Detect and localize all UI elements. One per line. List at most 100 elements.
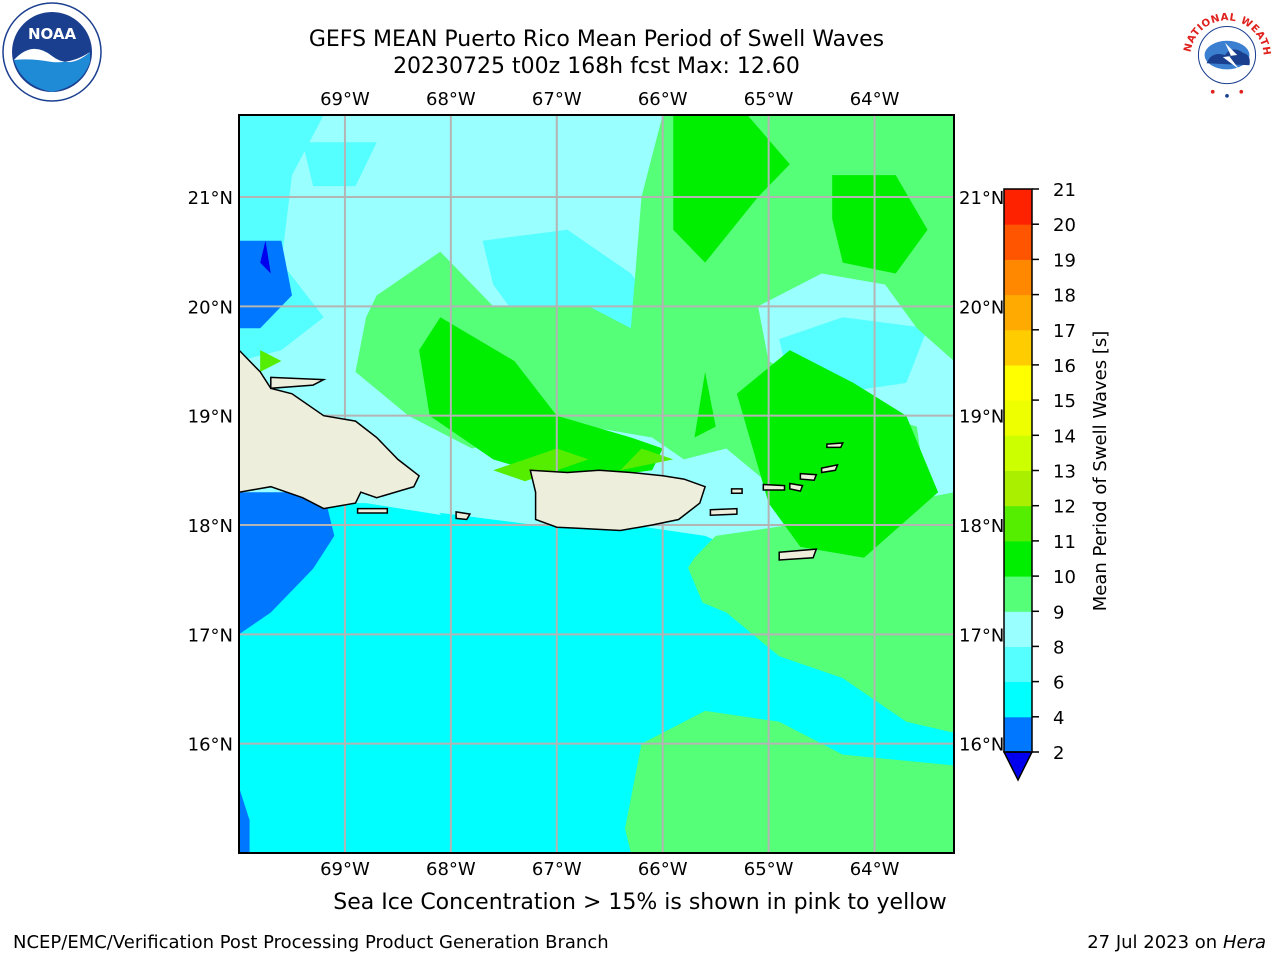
colorbar-tick-label: 20	[1053, 215, 1076, 236]
colorbar-segment	[1004, 681, 1032, 718]
colorbar-segment	[1004, 364, 1032, 401]
tortola-island	[799, 472, 818, 481]
lon-tick-label-top: 69°W	[320, 89, 370, 110]
lat-tick-label-right: 19°N	[959, 407, 1004, 428]
colorbar-segment	[1004, 611, 1032, 647]
map-frame	[238, 114, 955, 854]
colorbar-segment	[1004, 189, 1032, 225]
lat-tick-label-right: 16°N	[959, 735, 1004, 756]
colorbar-tick-label: 19	[1053, 250, 1076, 271]
lat-tick-label-left: 21°N	[188, 188, 233, 209]
land-masses	[239, 349, 845, 561]
colorbar-tick-label: 17	[1053, 321, 1076, 342]
zone-green-south	[620, 710, 954, 853]
colorbar-segment	[1004, 646, 1032, 683]
issue-date: 27 Jul 2023 on Hera	[1087, 932, 1266, 953]
lon-tick-label-bottom: 69°W	[320, 859, 370, 880]
lon-tick-label-top: 64°W	[850, 89, 900, 110]
st-thomas-island	[762, 483, 786, 491]
colorbar-tick-label: 9	[1053, 602, 1064, 623]
zone-cyan-south	[239, 503, 727, 853]
zone-bright-green-arc	[419, 317, 663, 482]
zone-bright-green-east	[736, 350, 939, 558]
zone-bright-green-northeast	[832, 175, 928, 274]
colorbar-label: Mean Period of Swell Waves [s]	[1090, 331, 1111, 612]
zone-green-southeast	[673, 492, 954, 733]
swell-period-contours	[239, 115, 954, 853]
lon-tick-label-bottom: 66°W	[638, 859, 688, 880]
colorbar-tick-label: 4	[1053, 708, 1064, 729]
colorbar-tick-label: 15	[1053, 391, 1076, 412]
colorbar-tick-label: 18	[1053, 286, 1076, 307]
anegada-island	[826, 442, 845, 449]
colorbar-segment	[1004, 435, 1032, 471]
noaa-logo: NOAA	[2, 2, 102, 102]
host-name: Hera	[1222, 932, 1266, 953]
lat-tick-label-left: 17°N	[188, 625, 233, 646]
colorbar-under-triangle	[1002, 751, 1034, 782]
zone-bright-green-vieques	[694, 371, 716, 438]
colorbar-segment	[1004, 294, 1032, 331]
lon-tick-label-bottom: 68°W	[426, 859, 476, 880]
map-area	[239, 115, 954, 853]
lat-tick-label-right: 17°N	[959, 625, 1004, 646]
colorbar-tick-label: 2	[1053, 743, 1064, 764]
colorbar: 2 4 6 8 9 10 11 12 13 14 15 16 17 18 19 20 21	[1002, 180, 1076, 782]
lon-tick-label-top: 67°W	[532, 89, 582, 110]
zone-lime-pr	[620, 448, 674, 471]
lat-tick-label-left: 19°N	[188, 407, 233, 428]
issue-date-text: 27 Jul 2023 on	[1087, 932, 1218, 953]
lon-tick-label-bottom: 67°W	[532, 859, 582, 880]
zone-light-cyan-nw	[302, 142, 377, 187]
colorbar-tick-label: 14	[1053, 426, 1076, 447]
zone-blue-southwest	[239, 787, 250, 853]
hispaniola-land	[239, 349, 421, 510]
virgin-gorda-island	[820, 463, 839, 474]
colorbar-segment	[1004, 329, 1032, 366]
lat-tick-label-left: 16°N	[188, 735, 233, 756]
colorbar-tick-label: 6	[1053, 673, 1064, 694]
colorbar-segment	[1004, 400, 1032, 436]
colorbar-segment	[1004, 540, 1032, 577]
lat-tick-label-right: 20°N	[959, 297, 1004, 318]
lat-tick-label-left: 20°N	[188, 297, 233, 318]
lon-tick-label-bottom: 65°W	[744, 859, 794, 880]
colorbar-segment	[1004, 505, 1032, 542]
colorbar-segment	[1004, 259, 1032, 296]
st-croix-island	[778, 548, 818, 561]
vieques-island	[709, 507, 738, 516]
lat-tick-label-right: 18°N	[959, 516, 1004, 537]
colorbar-segment	[1004, 224, 1032, 260]
colorbar-tick-label: 21	[1053, 180, 1076, 201]
chart-title: GEFS MEAN Puerto Rico Mean Period of Swe…	[308, 27, 885, 52]
lat-tick-label-left: 18°N	[188, 516, 233, 537]
colorbar-tick-label: 16	[1053, 356, 1076, 377]
sea-ice-note: Sea Ice Concentration > 15% is shown in …	[333, 890, 947, 915]
saona-island	[356, 507, 389, 514]
colorbar-segment	[1004, 470, 1032, 507]
zone-blue-west	[239, 492, 335, 635]
nws-logo: NATIONAL WEATHER SERVICE	[1176, 2, 1276, 102]
lon-tick-label-top: 66°W	[638, 89, 688, 110]
zone-deep-blue-spot	[260, 240, 271, 274]
puerto-rico-land	[529, 469, 707, 532]
colorbar-tick-label: 11	[1053, 532, 1076, 553]
lon-tick-label-top: 65°W	[744, 89, 794, 110]
noaa-logo-text: NOAA	[28, 25, 77, 43]
lat-tick-label-right: 21°N	[959, 188, 1004, 209]
culebra-island	[730, 488, 743, 495]
chart-subtitle: 20230725 t00z 168h fcst Max: 12.60	[393, 54, 800, 79]
producer-credit: NCEP/EMC/Verification Post Processing Pr…	[13, 932, 609, 953]
lon-tick-label-top: 68°W	[426, 89, 476, 110]
st-john-island	[789, 482, 804, 492]
colorbar-tick-label: 8	[1053, 637, 1064, 658]
colorbar-segment	[1004, 576, 1032, 612]
mona-island	[455, 511, 472, 521]
colorbar-tick-label: 13	[1053, 462, 1076, 483]
zone-lime-center	[493, 448, 589, 482]
axis-tick-labels: 69°W 69°W 68°W 68°W 67°W 67°W 66°W 66°W 65°W 65°W…	[188, 89, 1005, 880]
colorbar-segment	[1004, 716, 1032, 753]
zone-bright-green-north	[673, 115, 790, 263]
zone-lime-west	[260, 350, 282, 372]
